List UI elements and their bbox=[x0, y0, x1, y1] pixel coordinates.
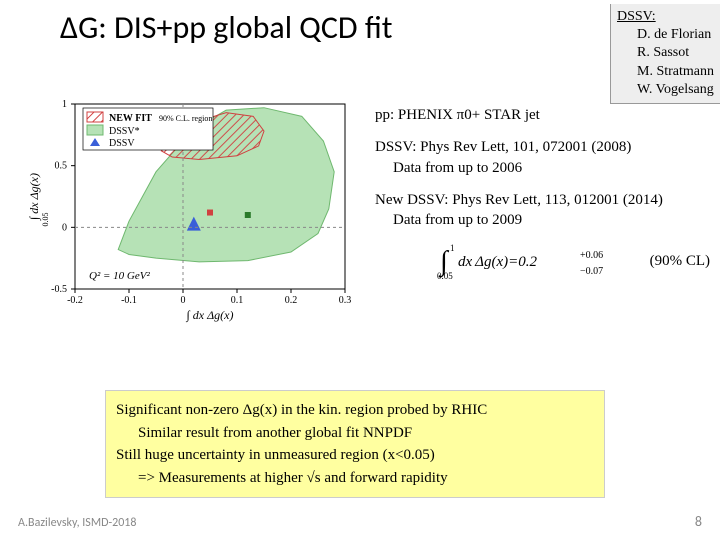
integral-svg: ∫10.05dx Δg(x)=0.2+0.06−0.07 bbox=[430, 242, 640, 280]
authors-header: DSSV: bbox=[617, 8, 714, 26]
page-number: 8 bbox=[695, 513, 702, 530]
svg-text:+0.06: +0.06 bbox=[580, 250, 603, 261]
note-line-2: Similar result from another global fit N… bbox=[116, 422, 594, 445]
svg-text:-0.2: -0.2 bbox=[67, 295, 83, 306]
svg-text:0.05: 0.05 bbox=[41, 213, 50, 227]
author-name: R. Sassot bbox=[617, 44, 714, 62]
pp-line: pp: PHENIX π0+ STAR jet bbox=[375, 105, 710, 125]
svg-text:dx Δg(x)=0.2: dx Δg(x)=0.2 bbox=[458, 254, 537, 270]
svg-text:0: 0 bbox=[62, 222, 67, 233]
svg-text:∫ dx Δg(x): ∫ dx Δg(x) bbox=[186, 308, 234, 322]
note-line-3: Still huge uncertainty in unmeasured reg… bbox=[116, 444, 594, 467]
svg-text:90% C.L. region: 90% C.L. region bbox=[159, 114, 212, 123]
ndssv-block: New DSSV: Phys Rev Lett, 113, 012001 (20… bbox=[375, 190, 710, 231]
svg-text:0.2: 0.2 bbox=[285, 295, 298, 306]
author-name: D. de Florian bbox=[617, 26, 714, 44]
svg-text:0.05: 0.05 bbox=[437, 271, 453, 280]
author-name: W. Vogelsang bbox=[617, 81, 714, 99]
right-column: pp: PHENIX π0+ STAR jet DSSV: Phys Rev L… bbox=[375, 105, 710, 280]
svg-text:0.5: 0.5 bbox=[55, 161, 68, 172]
svg-text:0: 0 bbox=[181, 295, 186, 306]
author-name: M. Stratmann bbox=[617, 63, 714, 81]
svg-text:Q² = 10 GeV²: Q² = 10 GeV² bbox=[89, 270, 150, 282]
svg-text:NEW FIT: NEW FIT bbox=[109, 113, 152, 124]
ndssv-ref: New DSSV: Phys Rev Lett, 113, 012001 (20… bbox=[375, 190, 710, 210]
chart-svg: -0.2 -0.1 0 0.1 0.2 0.3 -0.5 0 0.5 1 ∫ dx Δg(x) ∫ d… bbox=[20, 92, 360, 332]
ndssv-sub: Data from up to 2009 bbox=[375, 210, 710, 230]
svg-text:1: 1 bbox=[62, 99, 67, 110]
svg-text:−0.07: −0.07 bbox=[580, 266, 603, 277]
page-title: ΔG: DIS+pp global QCD fit bbox=[60, 8, 392, 47]
svg-text:DSSV*: DSSV* bbox=[109, 126, 140, 137]
dssv-ref: DSSV: Phys Rev Lett, 101, 072001 (2008) bbox=[375, 137, 710, 157]
integral-row: ∫10.05dx Δg(x)=0.2+0.06−0.07 (90% CL) bbox=[375, 242, 710, 280]
chart-region: -0.2 -0.1 0 0.1 0.2 0.3 -0.5 0 0.5 1 ∫ dx Δg(x) ∫ d… bbox=[20, 92, 360, 332]
svg-text:-0.1: -0.1 bbox=[121, 295, 137, 306]
authors-box: DSSV: D. de Florian R. Sassot M. Stratma… bbox=[610, 4, 720, 104]
svg-text:1: 1 bbox=[450, 243, 455, 253]
cl-label: (90% CL) bbox=[650, 251, 710, 271]
svg-text:∫ dx Δg(x): ∫ dx Δg(x) bbox=[27, 173, 41, 221]
integral-box: ∫10.05dx Δg(x)=0.2+0.06−0.07 bbox=[430, 242, 640, 280]
svg-text:0.3: 0.3 bbox=[339, 295, 352, 306]
note-line-1: Significant non-zero Δg(x) in the kin. r… bbox=[116, 399, 594, 422]
svg-text:-0.5: -0.5 bbox=[51, 284, 67, 295]
svg-text:0.1: 0.1 bbox=[231, 295, 244, 306]
highlight-note: Significant non-zero Δg(x) in the kin. r… bbox=[105, 390, 605, 498]
footer-author: A.Bazilevsky, ISMD-2018 bbox=[18, 516, 136, 530]
note-line-4: => Measurements at higher √s and forward… bbox=[116, 467, 594, 490]
svg-text:DSSV: DSSV bbox=[109, 138, 135, 149]
dssv-sub: Data from up to 2006 bbox=[375, 158, 710, 178]
dssv-block: DSSV: Phys Rev Lett, 101, 072001 (2008) … bbox=[375, 137, 710, 178]
